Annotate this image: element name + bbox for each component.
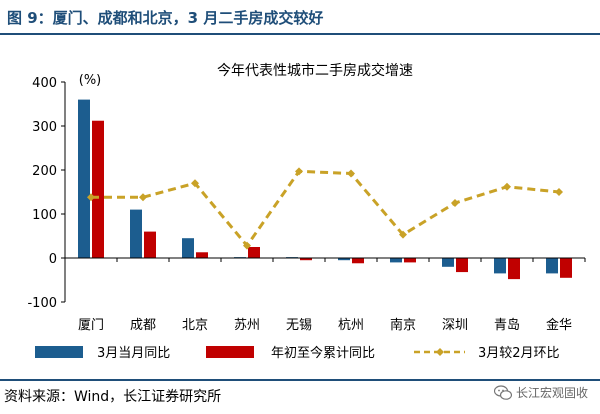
line-series3-point-4 <box>295 167 303 176</box>
x-category-label: 苏州 <box>234 317 260 333</box>
bar-series2-1 <box>144 231 156 258</box>
y-tick-label: 300 <box>32 120 57 135</box>
watermark: 长江宏观固收 <box>493 384 588 401</box>
source-note: 资料来源：Wind，长江证券研究所 <box>4 389 222 405</box>
y-tick-label: 400 <box>32 76 57 91</box>
x-category-label: 南京 <box>390 317 416 333</box>
legend-marker-series3 <box>436 348 444 356</box>
bar-series1-1 <box>130 209 142 258</box>
watermark-text: 长江宏观固收 <box>515 386 588 400</box>
legend-label-series2: 年初至今累计同比 <box>271 345 375 361</box>
figure-header: 图 9：厦门、成都和北京，3 月二手房成交较好 <box>0 0 600 37</box>
chart-title: 今年代表性城市二手房成交增速 <box>217 62 413 79</box>
line-series3-point-7 <box>451 199 459 207</box>
x-axis: 厦门 成都 北京 苏州 无锡 杭州 南京 深圳 青岛 金华 <box>64 257 586 333</box>
bar-series1-6 <box>390 258 402 263</box>
footer-divider <box>0 379 600 381</box>
x-category-label: 杭州 <box>338 318 364 333</box>
line-series3-point-2 <box>191 179 199 188</box>
line-series3-point-8 <box>503 182 511 191</box>
legend-swatch-series1 <box>35 346 83 358</box>
bar-series1-7 <box>442 258 454 267</box>
line-series <box>87 167 563 250</box>
legend-item-series2: 年初至今累计同比 <box>206 345 375 361</box>
legend-label-series3: 3月较2月环比 <box>478 346 560 361</box>
bar-series1-9 <box>546 258 558 274</box>
x-category-label: 成都 <box>130 318 156 333</box>
x-category-label: 北京 <box>182 318 208 333</box>
y-tick-label: 100 <box>32 208 57 223</box>
bar-series2-2 <box>196 252 208 258</box>
bar-series1-0 <box>78 99 90 258</box>
bar-marks <box>78 99 572 280</box>
bar-series2-6 <box>404 258 416 263</box>
bar-series2-9 <box>560 258 572 278</box>
bar-series1-2 <box>182 238 194 258</box>
bar-series2-0 <box>92 120 104 258</box>
line-series3-path <box>91 169 560 249</box>
line-series3-point-3 <box>243 241 251 250</box>
line-series3-point-6 <box>399 230 407 239</box>
wechat-icon <box>493 384 512 400</box>
legend-item-series3: 3月较2月环比 <box>414 346 560 361</box>
y-tick-label: -100 <box>27 296 57 311</box>
line-series3-point-0 <box>87 193 95 202</box>
bar-series2-8 <box>508 258 520 280</box>
bar-series2-4 <box>300 258 312 261</box>
bar-series1-8 <box>494 258 506 274</box>
y-axis: -100 0 100 200 300 400 <box>27 76 66 311</box>
x-category-label: 无锡 <box>286 318 312 333</box>
figure-title: 图 9：厦门、成都和北京，3 月二手房成交较好 <box>7 9 324 27</box>
chart: 今年代表性城市二手房成交增速 (%) -100 0 100 200 300 400 厦门 成… <box>27 62 586 361</box>
line-series3-point-9 <box>555 188 563 196</box>
x-category-label: 金华 <box>546 317 572 333</box>
x-category-label: 厦门 <box>78 318 104 333</box>
legend-swatch-series2 <box>206 346 254 358</box>
bar-series2-7 <box>456 258 468 273</box>
legend-label-series1: 3月当月同比 <box>97 346 170 361</box>
bar-series1-5 <box>338 258 350 261</box>
y-axis-unit-label: (%) <box>79 73 102 88</box>
line-series3-point-1 <box>139 193 147 202</box>
legend: 3月当月同比 年初至今累计同比 3月较2月环比 <box>35 345 560 361</box>
x-category-label: 深圳 <box>442 318 468 333</box>
bar-series2-5 <box>352 258 364 264</box>
line-series3-point-5 <box>347 169 355 178</box>
legend-item-series1: 3月当月同比 <box>35 346 170 361</box>
header-divider <box>0 33 600 35</box>
y-tick-label: 200 <box>32 164 57 179</box>
bar-series2-3 <box>248 247 260 258</box>
y-tick-label: 0 <box>49 252 57 267</box>
x-category-label: 青岛 <box>494 317 520 333</box>
